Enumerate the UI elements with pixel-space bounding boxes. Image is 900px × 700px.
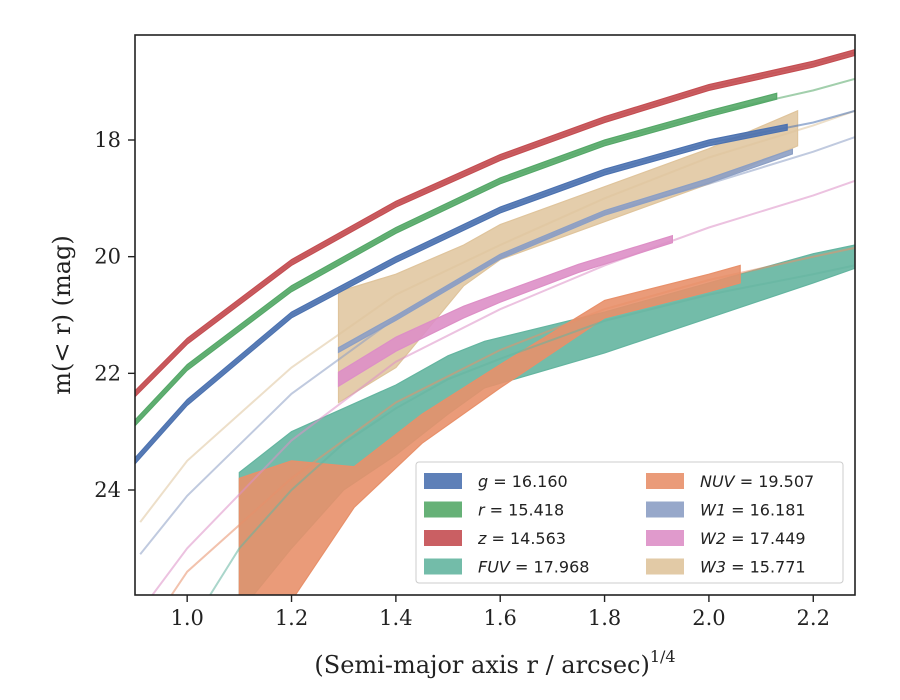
x-tick-label: 1.8 <box>588 606 621 630</box>
legend-label-z: z = 14.563 <box>477 529 566 548</box>
x-tick-label: 1.0 <box>170 606 203 630</box>
data-band-w2 <box>337 234 673 388</box>
legend-item-w3: W3 = 15.771 <box>646 558 806 577</box>
x-tick-label: 1.2 <box>275 606 308 630</box>
x-tick-label: 2.2 <box>797 606 830 630</box>
legend-swatch-z <box>424 530 462 546</box>
x-axis-title-text: (Semi-major axis r / arcsec) <box>314 651 649 679</box>
legend-item-fuv: FUV = 17.968 <box>424 558 589 577</box>
legend-label-g: g = 16.160 <box>478 472 568 491</box>
x-tick-label: 1.6 <box>484 606 517 630</box>
legend-swatch-r <box>424 501 462 518</box>
x-axis-title: (Semi-major axis r / arcsec)1/4 <box>314 647 675 679</box>
legend-label-fuv: FUV = 17.968 <box>478 558 589 577</box>
legend: g = 16.160 r = 15.418 z = 14.563 FUV = 17.9… <box>415 461 844 584</box>
legend-item-g: g = 16.160 <box>424 472 568 491</box>
legend-label-r: r = 15.418 <box>478 501 564 520</box>
legend-box <box>415 461 844 584</box>
y-tick-label: 24 <box>94 478 121 502</box>
legend-label-w3: W3 = 15.771 <box>700 558 806 577</box>
legend-swatch-w1 <box>646 501 684 518</box>
model-curve-w3 <box>139 109 855 523</box>
legend-swatch-nuv <box>646 473 684 489</box>
data-band-g <box>135 123 788 465</box>
legend-item-w2: W2 = 17.449 <box>646 529 806 548</box>
legend-item-nuv: NUV = 19.507 <box>646 472 814 491</box>
data-band-z <box>135 48 855 398</box>
y-axis-ticks: 18 20 22 24 <box>94 128 135 502</box>
x-tick-label: 2.0 <box>692 606 725 630</box>
x-axis-ticks: 1.0 1.2 1.4 1.6 1.8 2.0 2.2 <box>170 595 830 630</box>
legend-label-nuv: NUV = 19.507 <box>700 472 814 491</box>
data-band-w1 <box>337 148 793 354</box>
y-tick-label: 18 <box>94 128 121 152</box>
x-axis-title-superscript: 1/4 <box>650 647 676 666</box>
model-curve-w2 <box>151 179 855 595</box>
legend-swatch-g <box>424 473 462 489</box>
legend-swatch-w2 <box>646 530 684 546</box>
uncertainty-bands <box>238 109 855 595</box>
y-tick-label: 20 <box>94 245 121 269</box>
x-tick-label: 1.4 <box>379 606 412 630</box>
data-band-nuv <box>238 264 741 595</box>
legend-swatch-w3 <box>646 558 684 575</box>
data-band-r <box>135 92 778 427</box>
plot-frame <box>134 34 856 596</box>
legend-swatch-fuv <box>424 558 462 575</box>
model-curve-nuv <box>170 246 855 595</box>
model-curve-fuv <box>208 264 855 595</box>
y-tick-label: 22 <box>94 361 121 385</box>
y-axis-title: m(< r) (mag) <box>48 235 76 394</box>
profile-lines <box>135 48 855 595</box>
legend-item-z: z = 14.563 <box>424 529 566 548</box>
legend-item-w1: W1 = 16.181 <box>646 501 806 520</box>
model-curve-w1 <box>139 136 855 555</box>
legend-label-w1: W1 = 16.181 <box>700 501 806 520</box>
legend-label-w2: W2 = 17.449 <box>700 529 806 548</box>
legend-item-r: r = 15.418 <box>424 501 564 520</box>
